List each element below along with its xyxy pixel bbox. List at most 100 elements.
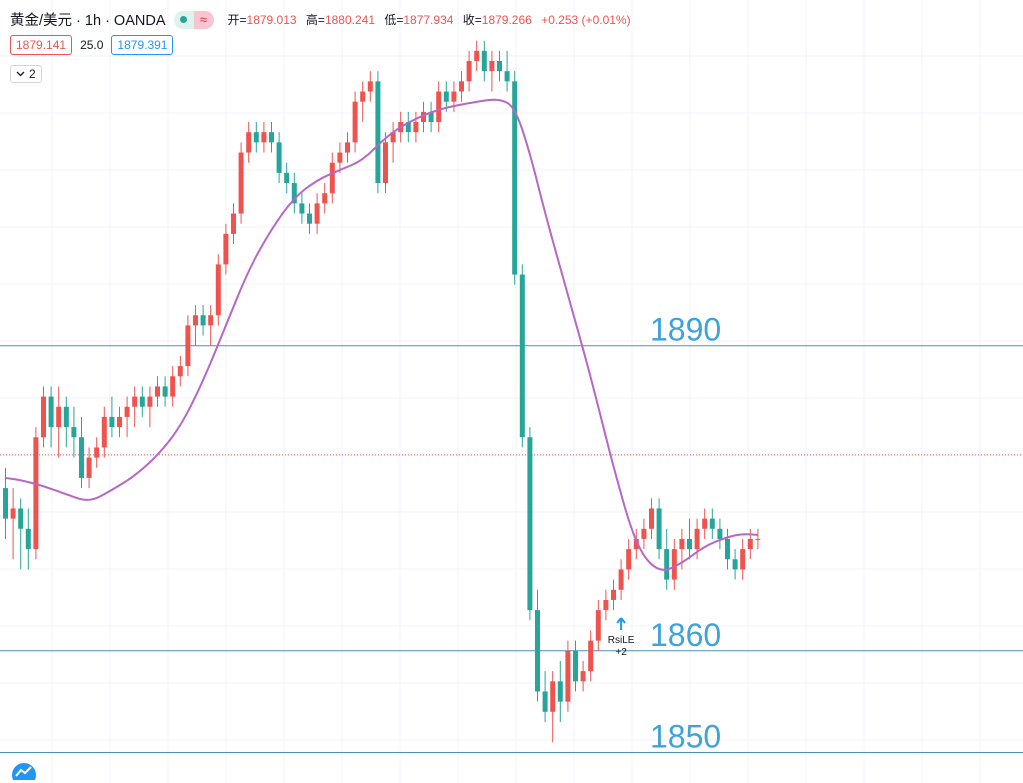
candle-body: [223, 233, 229, 265]
candle: [755, 528, 761, 550]
candle: [512, 71, 518, 285]
candle-body: [717, 528, 723, 539]
candle-body: [246, 132, 252, 153]
candle: [702, 508, 708, 539]
candle: [519, 264, 525, 448]
spread-value: 25.0: [80, 38, 104, 52]
candle-body: [367, 81, 373, 92]
candle-body: [299, 203, 305, 214]
level-label-1860: 1860: [650, 617, 721, 653]
candle-body: [664, 549, 670, 580]
candle: [664, 528, 670, 590]
candle-body: [329, 162, 335, 194]
candle: [717, 518, 723, 550]
candle-body: [193, 315, 198, 326]
candle: [421, 101, 426, 133]
candle: [177, 355, 183, 387]
candle-body: [519, 274, 525, 438]
candle: [109, 396, 115, 438]
candle: [253, 122, 259, 153]
candle: [603, 589, 609, 621]
candle-body: [641, 528, 647, 539]
market-status-pill[interactable]: ≈: [173, 10, 214, 29]
candle-body: [345, 142, 350, 153]
sell-button[interactable]: 1879.141: [10, 35, 73, 55]
candle-body: [481, 50, 487, 72]
candle-body: [56, 406, 62, 428]
candle-body: [253, 132, 259, 143]
candle: [269, 122, 274, 153]
candle-body: [603, 599, 609, 611]
candle-body: [71, 427, 77, 438]
buy-button[interactable]: 1879.391: [111, 35, 174, 55]
indicators-toggle-button[interactable]: 2: [10, 65, 42, 83]
candle: [588, 630, 594, 682]
candle-body: [200, 315, 206, 326]
candle: [162, 376, 168, 407]
candle-body: [383, 142, 388, 184]
candle-body: [155, 386, 160, 397]
candle-body: [459, 81, 464, 92]
candle-body: [18, 508, 24, 529]
change-value: +0.253 (+0.01%): [541, 13, 631, 27]
candle: [3, 467, 8, 539]
candle-body: [428, 111, 434, 123]
candle-body: [322, 193, 328, 204]
candle-body: [208, 315, 214, 326]
high-value: 1880.241: [324, 13, 375, 27]
candle: [246, 122, 252, 163]
candle-body: [542, 691, 548, 712]
candle-body: [671, 549, 677, 580]
candle: [390, 122, 396, 163]
candle-body: [170, 376, 176, 397]
candle: [565, 640, 571, 712]
candle-body: [535, 610, 540, 692]
delay-wave-icon: ≈: [193, 10, 214, 29]
candle: [276, 132, 282, 184]
candle: [337, 142, 343, 173]
candle: [86, 447, 92, 489]
candle-body: [375, 81, 381, 184]
candle: [732, 549, 738, 580]
candle-body: [497, 61, 502, 72]
candle: [633, 528, 639, 560]
candle-body: [101, 416, 107, 448]
candle-body: [474, 50, 480, 62]
candle-body: [177, 366, 183, 377]
candle-body: [527, 437, 533, 611]
horizontal-levels[interactable]: 1890 1860 1850: [0, 312, 1023, 755]
candle-body: [580, 671, 586, 682]
candle: [63, 396, 69, 448]
candle: [94, 437, 100, 468]
close-value: 1879.266: [481, 13, 532, 27]
candle: [33, 427, 39, 560]
candle: [238, 142, 244, 224]
candle-body: [109, 416, 115, 428]
candle: [481, 40, 487, 82]
candle-body: [565, 650, 571, 702]
candle-body: [79, 437, 84, 478]
candle: [466, 50, 472, 92]
candle-body: [694, 528, 700, 550]
candle-body: [86, 457, 92, 478]
candle-body: [284, 172, 290, 184]
candle: [18, 498, 24, 570]
symbol-title[interactable]: 黄金/美元 · 1h · OANDA: [10, 13, 166, 29]
candle: [489, 50, 495, 92]
candle: [155, 376, 160, 407]
candle-body: [702, 518, 708, 529]
candle: [413, 111, 419, 143]
candle: [284, 162, 290, 194]
candle: [459, 71, 464, 102]
candle-body: [132, 396, 138, 407]
candle: [170, 366, 176, 407]
tradingview-logo-icon[interactable]: [10, 762, 38, 780]
rsile-signal[interactable]: RsiLE+2: [608, 617, 635, 658]
candle: [345, 132, 350, 163]
candle: [314, 193, 320, 234]
candle-body: [231, 213, 236, 234]
candle: [147, 386, 153, 428]
candle: [375, 71, 381, 194]
candle-body: [185, 325, 191, 367]
